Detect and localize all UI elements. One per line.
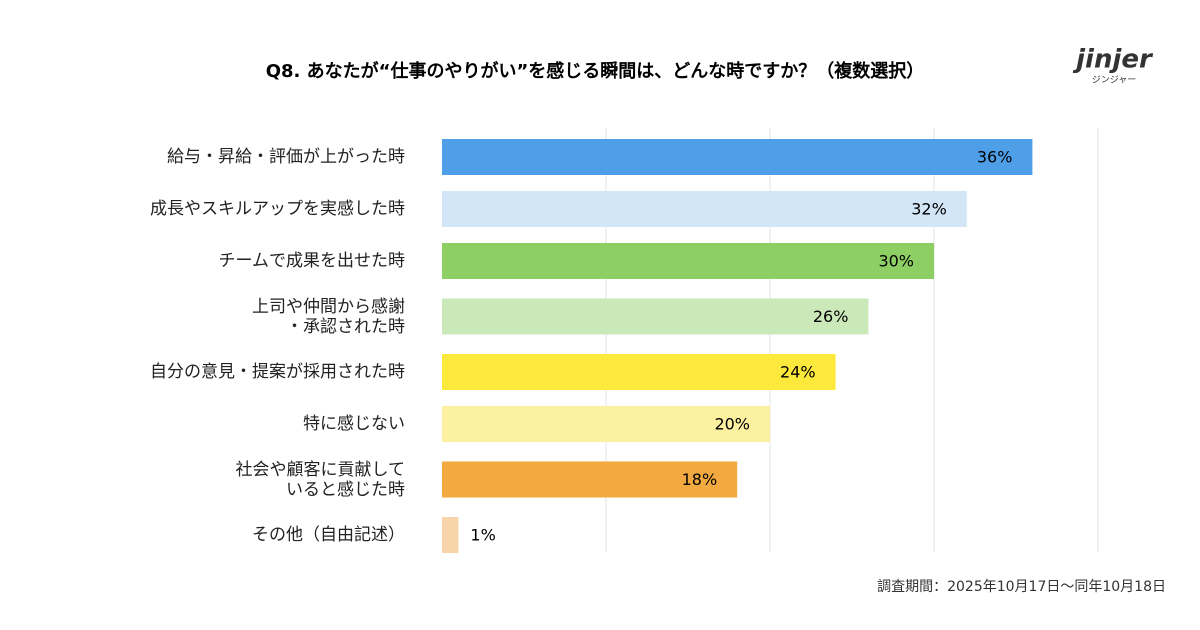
value-label: 32% bbox=[911, 200, 947, 219]
bar bbox=[442, 354, 836, 390]
bar bbox=[442, 461, 738, 498]
value-label: 26% bbox=[813, 307, 849, 326]
category-label: チームで成果を出せた時 bbox=[218, 251, 406, 271]
bar bbox=[442, 298, 869, 335]
chart-title: Q8. あなたが“仕事のやりがい”を感じる瞬間は、どんな時ですか？（複数選択） bbox=[266, 60, 925, 82]
category-label: その他（自由記述） bbox=[252, 525, 405, 545]
category-label: 特に感じない bbox=[303, 414, 405, 434]
value-label: 30% bbox=[878, 252, 914, 271]
category-label: 成長やスキルアップを実感した時 bbox=[150, 199, 405, 219]
bar bbox=[442, 243, 934, 279]
value-label: 18% bbox=[682, 470, 718, 489]
brand-kana: ジンジャー bbox=[1092, 76, 1137, 86]
value-label: 24% bbox=[780, 363, 816, 382]
category-label: 給与・昇給・評価が上がった時 bbox=[167, 147, 405, 167]
value-label: 36% bbox=[977, 148, 1013, 167]
category-label: 社会や顧客に貢献して いると感じた時 bbox=[235, 459, 406, 500]
bar bbox=[442, 517, 459, 553]
category-label: 自分の意見・提案が採用された時 bbox=[150, 362, 405, 382]
category-label: 上司や仲間から感謝 ・承認された時 bbox=[252, 296, 405, 337]
survey-note: 調査期間：2025年10月17日〜同年10月18日 bbox=[877, 579, 1166, 595]
value-label: 1% bbox=[470, 526, 495, 545]
bar bbox=[442, 139, 1033, 175]
bar bbox=[442, 191, 967, 227]
value-label: 20% bbox=[714, 415, 750, 434]
bar bbox=[442, 406, 770, 442]
brand-logo: jinjer bbox=[1072, 45, 1154, 75]
